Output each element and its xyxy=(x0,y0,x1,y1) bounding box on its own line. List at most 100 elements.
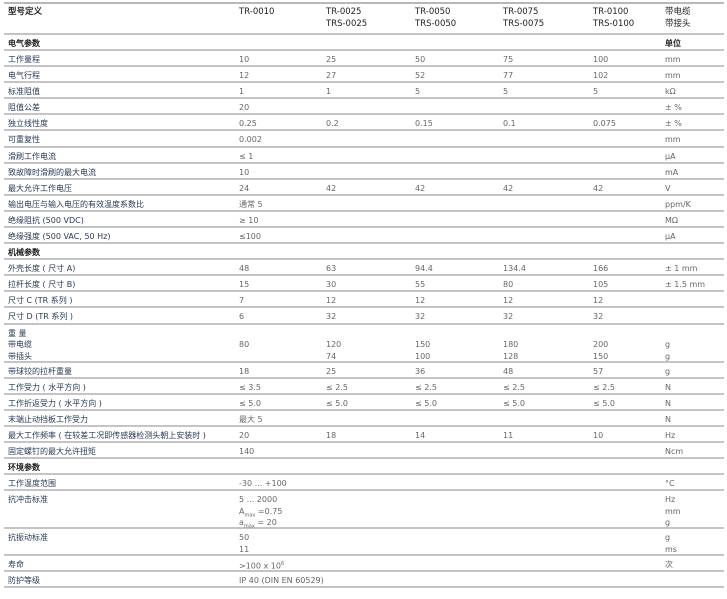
row-unit-line: N xyxy=(665,398,671,408)
row-label-line: 拉杆长度 ( 尺寸 B) xyxy=(8,280,76,290)
row-label-line: 电气行程 xyxy=(8,71,40,81)
row-value: 105 xyxy=(593,279,608,291)
row-value: ≤ 5.0 xyxy=(415,398,437,410)
row-value: 180 128 xyxy=(503,328,518,363)
row-value-line: ≤ 2.5 xyxy=(326,382,348,392)
row-value-line: 5 xyxy=(593,87,599,97)
row-value-line: 25 xyxy=(326,55,337,64)
row-label-line: 工作温度范围 xyxy=(8,479,56,489)
row-unit-line: mm xyxy=(665,135,681,145)
row-value: ≤ 2.5 xyxy=(415,382,437,394)
section-header-row: 机械参数 xyxy=(4,244,724,261)
row-value: 100 xyxy=(593,54,608,66)
row-value: 42 xyxy=(415,183,425,195)
row-label-line: 最大允许工作电压 xyxy=(8,183,72,193)
row-unit: V xyxy=(665,183,670,195)
row-value: ≤ 5.0 xyxy=(503,398,525,410)
row-unit-line xyxy=(665,328,670,340)
row-value-line: 42 xyxy=(503,183,514,193)
row-unit-line: g xyxy=(665,351,671,361)
row-label-line: 工作受力 ( 水平方向 ) xyxy=(8,382,86,392)
row-label-line: 工作折返受力 ( 水平方向 ) xyxy=(8,398,102,408)
row-value: 42 xyxy=(503,183,513,195)
row-unit-line: Hz xyxy=(665,430,676,440)
table-row: 抗冲击标准 5 ... 2000 Amax =0.75 amax = 20 Hz mm g xyxy=(4,491,724,530)
row-value: 20 xyxy=(239,430,249,442)
row-value: 10 xyxy=(593,430,603,442)
row-unit: 次 xyxy=(665,559,673,571)
row-unit-line: Hz xyxy=(665,495,676,505)
row-value: 30 xyxy=(326,279,336,291)
row-value: 63 xyxy=(326,263,336,275)
spec-table: 型号定义 TR-0010 TR-0025 TRS-0025 TR-0050 TRS-005… xyxy=(4,2,724,589)
row-unit: ppm/K xyxy=(665,199,691,211)
row-value: >100 x 106 xyxy=(239,559,284,571)
row-label: 环境参数 xyxy=(8,462,40,474)
row-value-line: >100 x 106 xyxy=(239,559,284,571)
row-value-line: 128 xyxy=(503,351,519,361)
row-value-line: 5 xyxy=(503,87,509,97)
row-value-line: amax = 20 xyxy=(239,517,282,530)
row-unit: g ms xyxy=(665,532,677,555)
row-value-line: 0.25 xyxy=(239,119,257,129)
row-value-line: 55 xyxy=(415,280,426,290)
row-value-line: 100 xyxy=(415,351,431,361)
model-header-line: TRS-0050 xyxy=(415,18,457,29)
row-value-line: 12 xyxy=(593,296,604,306)
row-value-line: 57 xyxy=(593,366,604,376)
table-row: 固定螺钉的最大允许扭矩 140 Ncm xyxy=(4,443,724,460)
table-row: 带球铰的拉杆重量 18 25 36 48 57 g xyxy=(4,363,724,379)
row-value: 32 xyxy=(503,311,513,323)
section-header-row: 电气参数 单位 xyxy=(4,35,724,51)
row-value: 50 xyxy=(415,54,425,66)
row-label-line: 尺寸 D (TR 系列 ) xyxy=(8,312,74,322)
value-base: >100 x 10 xyxy=(239,561,281,571)
row-value-line: 通常 5 xyxy=(239,199,263,209)
row-value: 通常 5 xyxy=(239,199,263,211)
row-value-line: 12 xyxy=(326,296,337,306)
row-label: 固定螺钉的最大允许扭矩 xyxy=(8,446,96,458)
row-label: 拉杆长度 ( 尺寸 B) xyxy=(8,279,75,291)
row-value-line: 18 xyxy=(239,366,250,376)
row-value-line: ≤ 2.5 xyxy=(503,382,525,392)
row-value: 52 xyxy=(415,70,425,82)
model-header-line: TRS-0025 xyxy=(326,18,368,29)
row-label-line: 滑刷工作电流 xyxy=(8,151,56,161)
row-value-line xyxy=(239,328,249,340)
row-value-line: 80 xyxy=(239,340,250,349)
row-value-line: 180 xyxy=(503,340,519,349)
row-label: 致故障时滑刷的最大电流 xyxy=(8,167,96,179)
row-value: 0.2 xyxy=(326,118,339,130)
row-label-line: 末端止动挡板工作受力 xyxy=(8,414,88,424)
model-header-line: TR-0050 xyxy=(415,7,451,17)
row-value-line: 105 xyxy=(593,280,609,290)
row-unit: g xyxy=(665,366,670,378)
row-value-line: 48 xyxy=(239,264,250,274)
row-value-line: 0.2 xyxy=(326,119,339,129)
row-label-line: 电气参数 xyxy=(8,39,40,48)
row-unit-line: N xyxy=(665,414,671,424)
row-value-line: ≤ 5.0 xyxy=(239,398,261,408)
row-value: 48 xyxy=(503,366,513,378)
section-header-row: 环境参数 xyxy=(4,459,724,476)
row-value-line: 12 xyxy=(503,296,514,306)
row-value-line: 150 xyxy=(415,340,431,349)
row-label: 防护等级 xyxy=(8,575,40,587)
row-value: 18 xyxy=(326,430,336,442)
table-row: 标准阻值 1 1 5 5 5 kΩ xyxy=(4,83,724,100)
row-value: ≤100 xyxy=(239,231,261,243)
model-header: TR-0025 TRS-0025 xyxy=(326,7,367,30)
row-unit: mm xyxy=(665,54,681,66)
row-value-line: 102 xyxy=(593,71,609,81)
table-row: 尺寸 C (TR 系列 ) 7 12 12 12 12 xyxy=(4,292,724,309)
row-label: 最大工作频率 ( 在较差工况即传感器检测头朝上安装时 ) xyxy=(8,430,206,442)
row-label: 带球铰的拉杆重量 xyxy=(8,366,72,378)
row-value-line: ≤ 5.0 xyxy=(503,398,525,408)
row-value: ≤ 5.0 xyxy=(593,398,615,410)
row-value: 75 xyxy=(503,54,513,66)
row-value: 12 xyxy=(415,295,425,307)
row-value-line: 0.075 xyxy=(593,119,616,129)
row-label: 抗冲击标准 xyxy=(8,494,48,506)
row-value-line: 10 xyxy=(239,55,250,64)
